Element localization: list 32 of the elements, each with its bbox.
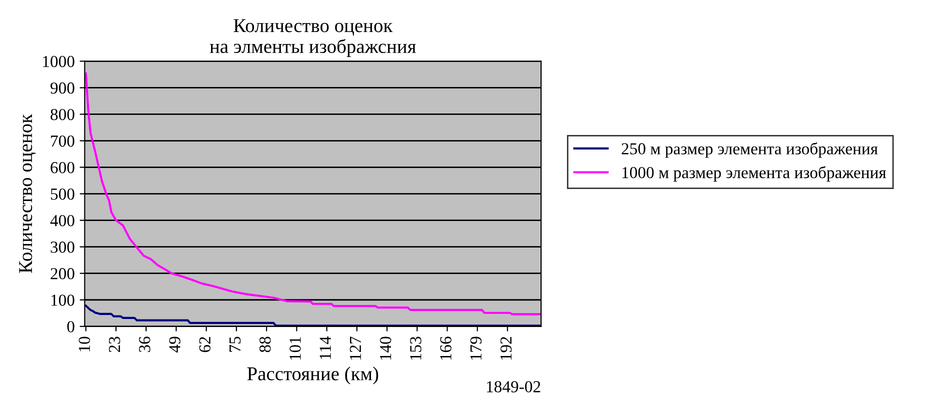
x-axis-title: Расстояние (км) [247,366,378,384]
x-tick-label: 36 [139,336,150,352]
x-tick-label: 192 [500,337,512,360]
y-axis-title: Количество оценок [19,114,36,274]
y-tick-label: 300 [50,242,74,253]
y-tick-label: 500 [50,188,74,200]
y-tick-label: 200 [50,268,74,280]
y-tick-label: 800 [50,108,74,120]
x-tick-label: 153 [410,336,422,360]
x-tick-label: 166 [440,336,452,360]
y-tick-label: 700 [51,135,74,147]
y-tick-label: 100 [51,294,74,306]
x-tick-label: 10 [78,336,90,352]
chart-title: Количество оценок на элменты изображсния [210,19,416,58]
x-tick-label: 49 [169,336,180,352]
legend-label: 1000 м размер элемента изображения [622,166,886,182]
legend-label: 250 м размер элемента изображения [622,142,878,158]
y-tick-label: 600 [50,162,74,174]
x-tick-label: 140 [380,336,392,360]
text: 1849-02 [486,381,540,392]
x-tick-label: 114 [320,336,331,360]
y-tick-label: 900 [50,82,74,94]
y-tick-label: 400 [50,215,74,226]
x-tick-label: 75 [230,336,241,352]
x-tick-label: 101 [290,337,301,360]
x-tick-label: 62 [199,337,210,352]
y-tick-label: 1000 [43,56,74,68]
x-tick-label: 23 [108,336,120,352]
x-tick-label: 127 [350,336,361,360]
y-tick-label: 0 [67,321,74,332]
x-tick-label: 88 [259,336,271,352]
x-tick-label: 179 [470,336,482,360]
